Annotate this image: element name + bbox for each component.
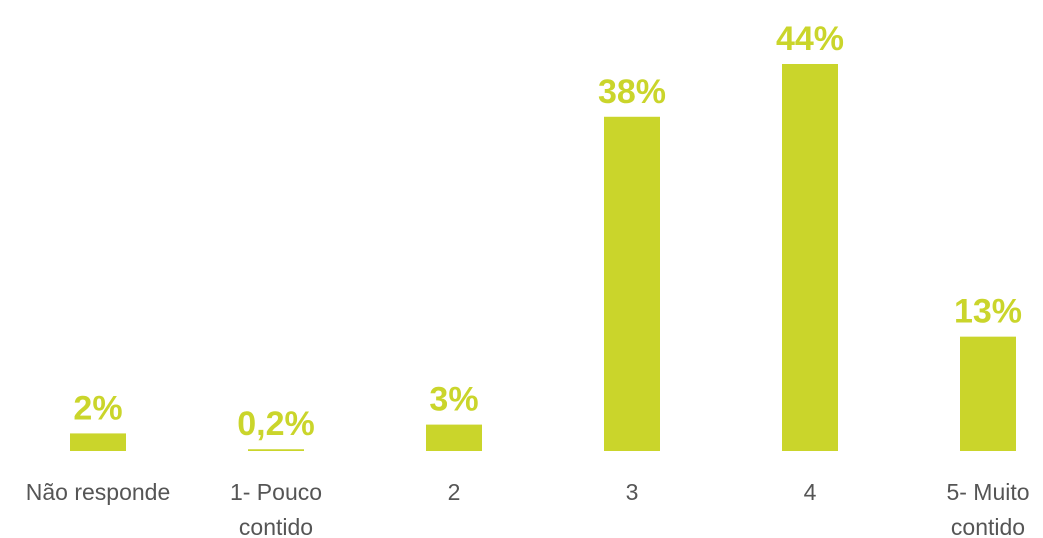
category-label-3: 3 [626, 479, 639, 505]
category-label-1-line-1: contido [239, 514, 313, 538]
value-label-3: 38% [598, 73, 666, 111]
category-label-0-line-0: Não responde [26, 479, 171, 505]
bars-group [70, 64, 1016, 451]
category-label-1-line-0: 1- Pouco [230, 479, 322, 505]
value-label-1: 0,2% [237, 405, 315, 443]
value-labels-group: 2% 0,2% 3% 38% 44% 13% [73, 20, 1022, 443]
category-label-2: 2 [448, 479, 461, 505]
category-label-1: 1- Pouco contido [230, 479, 322, 538]
category-label-5-line-0: 5- Muito [946, 479, 1029, 505]
value-label-2: 3% [429, 381, 478, 419]
bar-0 [70, 433, 126, 451]
bar-2 [426, 424, 482, 451]
category-label-4: 4 [804, 479, 817, 505]
category-label-0: Não responde [26, 479, 171, 505]
category-label-4-line-0: 4 [804, 479, 817, 505]
bar-3 [604, 116, 660, 451]
category-labels-group: Não responde 1- Pouco contido 2 3 4 5- Muito co… [26, 479, 1030, 538]
value-label-4: 44% [776, 20, 844, 58]
bar-5 [960, 336, 1016, 451]
bar-4 [782, 64, 838, 451]
value-label-5: 13% [954, 293, 1022, 331]
category-label-3-line-0: 3 [626, 479, 639, 505]
category-label-2-line-0: 2 [448, 479, 461, 505]
value-label-0: 2% [73, 389, 122, 427]
category-label-5-line-1: contido [951, 514, 1025, 538]
category-label-5: 5- Muito contido [946, 479, 1029, 538]
bar-1 [248, 449, 304, 451]
